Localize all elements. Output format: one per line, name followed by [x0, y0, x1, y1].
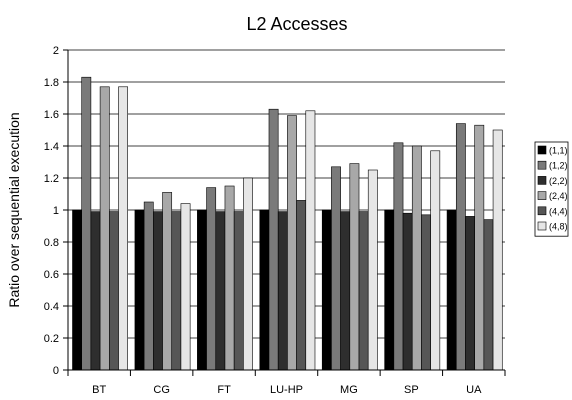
bar-UA-(2,2)	[465, 216, 475, 371]
bar-MG-(1,1)	[321, 209, 332, 371]
bar-UA-(1,2)	[455, 123, 466, 371]
legend: (1,1) (1,2) (2,2) (2,4) (4,4) (4,8)	[534, 141, 569, 237]
bar-LU-HP-(2,4)	[287, 115, 297, 371]
x-tick-label: MG	[340, 384, 358, 396]
chart-title: L2 Accesses	[246, 14, 347, 34]
bar-SP-(2,2)	[402, 212, 413, 371]
legend-label: (4,8)	[549, 222, 568, 232]
x-tick-label: UA	[466, 384, 482, 396]
legend-label: (1,1)	[549, 146, 568, 156]
bar-CG-(1,1)	[134, 209, 145, 371]
bar-UA-(4,8)	[492, 129, 503, 371]
y-tick-labels: 0 0.2 0.4 0.6 0.8 1 1.2 1.4 1.6 1.8 2	[44, 45, 59, 377]
y-tick-label: 0	[53, 365, 59, 377]
y-tick-label: 1.6	[44, 109, 59, 121]
x-tick-label: SP	[404, 384, 419, 396]
bar-SP-(4,8)	[430, 150, 441, 371]
bar-MG-(4,8)	[367, 169, 378, 371]
bars	[72, 76, 503, 371]
bar-UA-(1,1)	[446, 209, 457, 371]
bar-BT-(2,4)	[99, 86, 110, 371]
legend-label: (2,2)	[549, 176, 568, 186]
legend-swatch	[537, 145, 547, 155]
bar-BT-(1,1)	[72, 209, 82, 371]
bar-FT-(1,2)	[206, 187, 217, 371]
y-tick-label: 0.8	[44, 237, 59, 249]
y-tick-label: 2	[53, 45, 59, 57]
y-tick-label: 0.6	[44, 269, 59, 281]
y-tick-label: 0.4	[44, 301, 59, 313]
bar-UA-(4,4)	[483, 219, 494, 371]
bar-LU-HP-(2,2)	[277, 211, 288, 371]
x-tick-label: CG	[153, 384, 170, 396]
legend-swatch	[537, 191, 547, 200]
y-tick-label: 1.2	[44, 173, 59, 185]
legend-label: (1,2)	[549, 161, 568, 171]
bar-CG-(2,2)	[153, 211, 163, 371]
bar-UA-(2,4)	[474, 124, 485, 371]
bar-LU-HP-(1,2)	[268, 108, 279, 371]
bar-MG-(2,2)	[340, 211, 351, 371]
bar-MG-(1,2)	[331, 166, 341, 371]
legend-label: (4,4)	[549, 206, 568, 216]
y-tick-label: 0.2	[44, 333, 59, 345]
bar-CG-(4,8)	[180, 203, 191, 371]
bar-CG-(2,4)	[162, 192, 173, 371]
bar-CG-(1,2)	[143, 201, 154, 371]
y-tick-label: 1.8	[44, 77, 59, 89]
y-tick-label: 1.4	[44, 141, 59, 153]
bar-SP-(1,1)	[384, 209, 395, 371]
bar-BT-(2,2)	[90, 211, 101, 371]
legend-box	[534, 141, 569, 237]
bar-BT-(1,2)	[81, 76, 92, 371]
bar-SP-(4,4)	[421, 214, 431, 371]
bar-MG-(2,4)	[349, 163, 360, 371]
bar-FT-(1,1)	[197, 209, 207, 371]
x-tick-label: FT	[217, 384, 231, 396]
bar-BT-(4,4)	[109, 211, 119, 371]
bar-FT-(2,2)	[215, 211, 226, 371]
axes	[63, 49, 506, 376]
bar-CG-(4,4)	[171, 211, 182, 371]
x-tick-label: LU-HP	[270, 384, 303, 396]
x-tick-labels: BT CG FT LU-HP MG SP UA	[92, 384, 482, 396]
legend-label: (2,4)	[549, 191, 568, 201]
bar-LU-HP-(4,8)	[305, 110, 316, 371]
bar-SP-(2,4)	[411, 145, 422, 371]
bar-BT-(4,8)	[118, 86, 128, 371]
bar-LU-HP-(1,1)	[259, 209, 270, 371]
legend-swatch	[537, 176, 547, 185]
bar-FT-(2,4)	[224, 185, 235, 371]
bar-FT-(4,8)	[243, 177, 253, 371]
y-axis-label: Ratio over sequential execution	[6, 112, 22, 307]
x-tick-label: BT	[92, 384, 106, 396]
legend-swatch	[537, 206, 547, 216]
bar-SP-(1,2)	[393, 142, 404, 371]
legend-swatch	[537, 160, 547, 170]
bar-LU-HP-(4,4)	[296, 200, 307, 371]
y-tick-label: 1	[53, 205, 59, 217]
bar-FT-(4,4)	[233, 211, 244, 371]
bar-MG-(4,4)	[358, 211, 369, 371]
legend-swatch	[537, 221, 547, 231]
